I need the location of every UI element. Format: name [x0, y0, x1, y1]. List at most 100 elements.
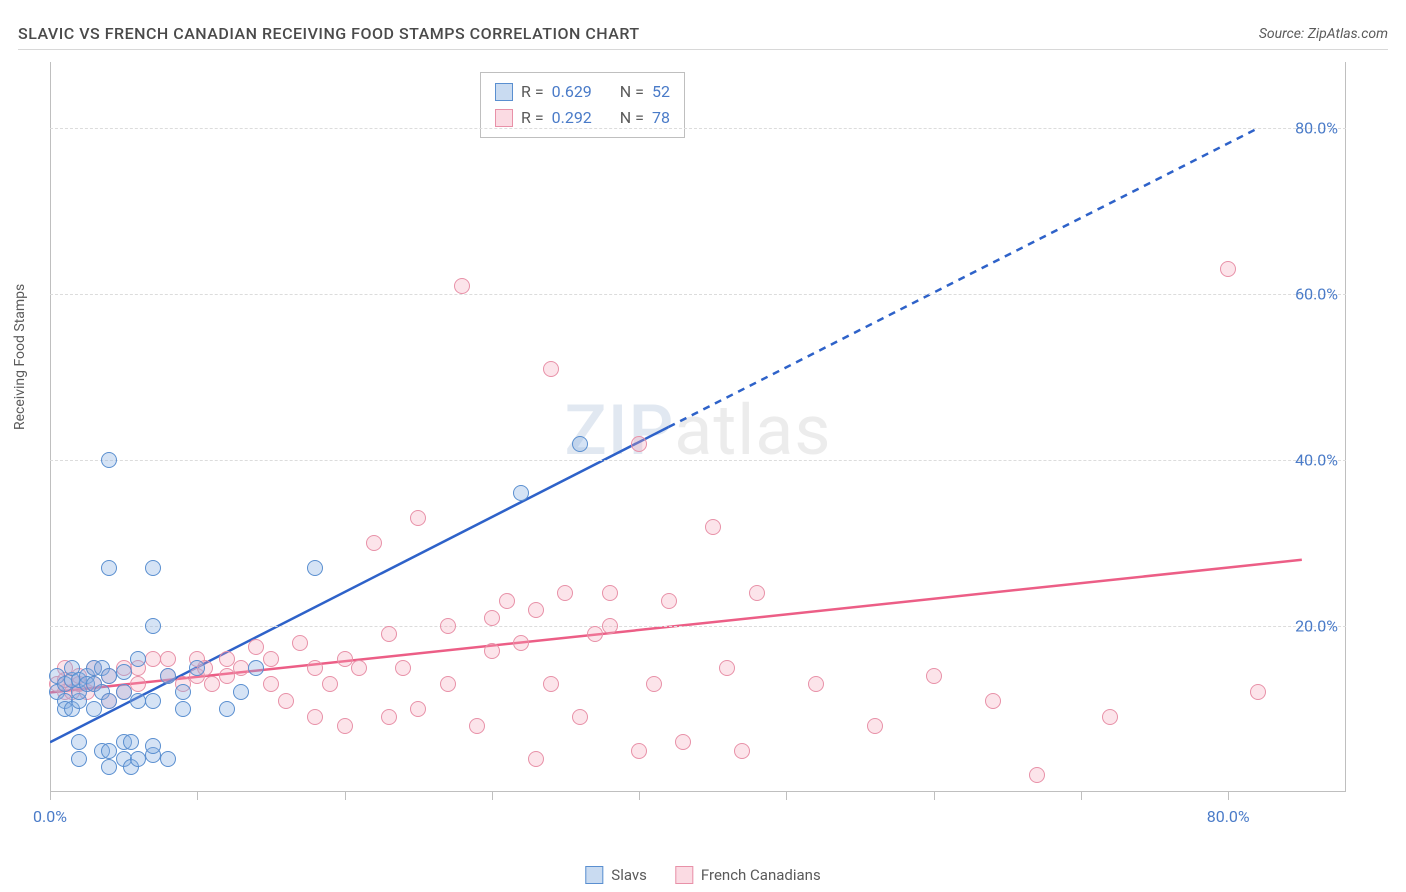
data-point: [543, 676, 559, 692]
data-point: [867, 718, 883, 734]
x-tick: [492, 792, 493, 800]
data-point: [71, 734, 87, 750]
axis-bottom: [50, 791, 1346, 792]
data-point: [263, 651, 279, 667]
y-tick-label: 80.0%: [1295, 119, 1338, 138]
data-point: [101, 693, 117, 709]
x-tick-label: 0.0%: [33, 807, 67, 826]
stats-row: R =0.292N =78: [495, 105, 670, 131]
data-point: [1220, 261, 1236, 277]
data-point: [661, 593, 677, 609]
y-axis-label: Receiving Food Stamps: [12, 284, 28, 430]
data-point: [587, 626, 603, 642]
data-point: [337, 718, 353, 734]
x-tick: [1081, 792, 1082, 800]
stats-row: R =0.629N =52: [495, 79, 670, 105]
data-point: [440, 676, 456, 692]
data-point: [160, 651, 176, 667]
stat-n-label: N =: [620, 105, 644, 131]
data-point: [101, 452, 117, 468]
y-tick-label: 40.0%: [1295, 451, 1338, 470]
data-point: [130, 751, 146, 767]
data-point: [71, 751, 87, 767]
data-point: [175, 684, 191, 700]
data-point: [337, 651, 353, 667]
data-point: [351, 660, 367, 676]
legend-label: French Canadians: [701, 866, 821, 884]
data-point: [499, 593, 515, 609]
chart-title: SLAVIC VS FRENCH CANADIAN RECEIVING FOOD…: [18, 24, 640, 43]
data-point: [440, 618, 456, 634]
data-point: [219, 701, 235, 717]
legend-item: French Canadians: [675, 866, 821, 884]
data-point: [307, 560, 323, 576]
data-point: [307, 660, 323, 676]
data-point: [454, 278, 470, 294]
data-point: [705, 519, 721, 535]
data-point: [631, 436, 647, 452]
chart-header: SLAVIC VS FRENCH CANADIAN RECEIVING FOOD…: [18, 24, 1388, 50]
data-point: [484, 643, 500, 659]
x-tick: [934, 792, 935, 800]
data-point: [322, 676, 338, 692]
data-point: [160, 668, 176, 684]
data-point: [675, 734, 691, 750]
data-point: [248, 639, 264, 655]
data-point: [528, 602, 544, 618]
data-point: [572, 436, 588, 452]
grid-line: [50, 294, 1346, 295]
data-point: [808, 676, 824, 692]
data-point: [219, 668, 235, 684]
y-tick-label: 60.0%: [1295, 285, 1338, 304]
grid-line: [50, 460, 1346, 461]
legend-label: Slavs: [611, 866, 647, 884]
legend-swatch: [495, 109, 513, 127]
data-point: [248, 660, 264, 676]
data-point: [145, 693, 161, 709]
data-point: [175, 701, 191, 717]
data-point: [410, 510, 426, 526]
data-point: [219, 651, 235, 667]
x-tick: [197, 792, 198, 800]
x-tick: [1228, 792, 1229, 800]
stat-n-value: 52: [652, 79, 670, 105]
data-point: [484, 610, 500, 626]
grid-line: [50, 626, 1346, 627]
data-point: [145, 618, 161, 634]
legend-swatch: [585, 866, 603, 884]
data-point: [734, 743, 750, 759]
data-point: [145, 560, 161, 576]
data-point: [410, 701, 426, 717]
series-legend: Slavs French Canadians: [585, 866, 820, 884]
grid-line: [50, 128, 1346, 129]
data-point: [101, 668, 117, 684]
legend-swatch: [675, 866, 693, 884]
stat-n-value: 78: [652, 105, 670, 131]
data-point: [528, 751, 544, 767]
data-point: [116, 684, 132, 700]
stat-r-label: R =: [521, 105, 544, 131]
data-point: [381, 626, 397, 642]
data-point: [116, 664, 132, 680]
data-point: [292, 635, 308, 651]
data-point: [307, 709, 323, 725]
data-point: [130, 676, 146, 692]
data-point: [263, 676, 279, 692]
data-point: [160, 751, 176, 767]
legend-item: Slavs: [585, 866, 647, 884]
trend-line: [669, 128, 1258, 427]
data-point: [602, 618, 618, 634]
x-tick: [345, 792, 346, 800]
data-point: [557, 585, 573, 601]
data-point: [513, 485, 529, 501]
x-tick: [50, 792, 51, 800]
data-point: [233, 660, 249, 676]
data-point: [543, 361, 559, 377]
data-point: [985, 693, 1001, 709]
data-point: [86, 701, 102, 717]
chart-source: Source: ZipAtlas.com: [1259, 26, 1388, 42]
legend-swatch: [495, 83, 513, 101]
data-point: [749, 585, 765, 601]
data-point: [719, 660, 735, 676]
data-point: [189, 660, 205, 676]
